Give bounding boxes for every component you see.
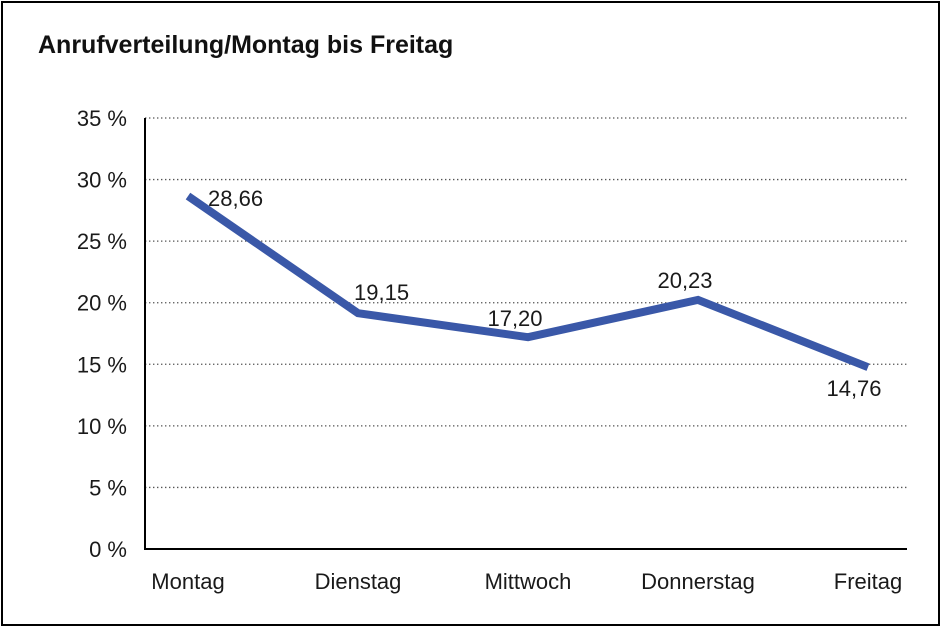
y-tick-label-0: 0 % [89,537,127,562]
data-label-1: 19,15 [354,280,409,305]
y-tick-label-15: 15 % [77,352,127,377]
y-tick-label-10: 10 % [77,414,127,439]
y-tick-label-30: 30 % [77,168,127,193]
y-tick-label-20: 20 % [77,291,127,316]
data-label-4: 14,76 [826,376,881,401]
data-label-2: 17,20 [487,306,542,331]
data-label-3: 20,23 [657,268,712,293]
x-category-label-1: Dienstag [315,569,402,594]
data-line-anrufverteilung [185,192,870,371]
y-tick-label-35: 35 % [77,106,127,131]
x-category-label-3: Donnerstag [641,569,755,594]
data-label-0: 28,66 [208,186,263,211]
x-category-label-0: Montag [151,569,224,594]
chart-title: Anrufverteilung/Montag bis Freitag [38,31,454,59]
y-tick-label-5: 5 % [89,475,127,500]
x-category-label-2: Mittwoch [485,569,572,594]
x-category-label-4: Freitag [834,569,902,594]
y-tick-label-25: 25 % [77,229,127,254]
